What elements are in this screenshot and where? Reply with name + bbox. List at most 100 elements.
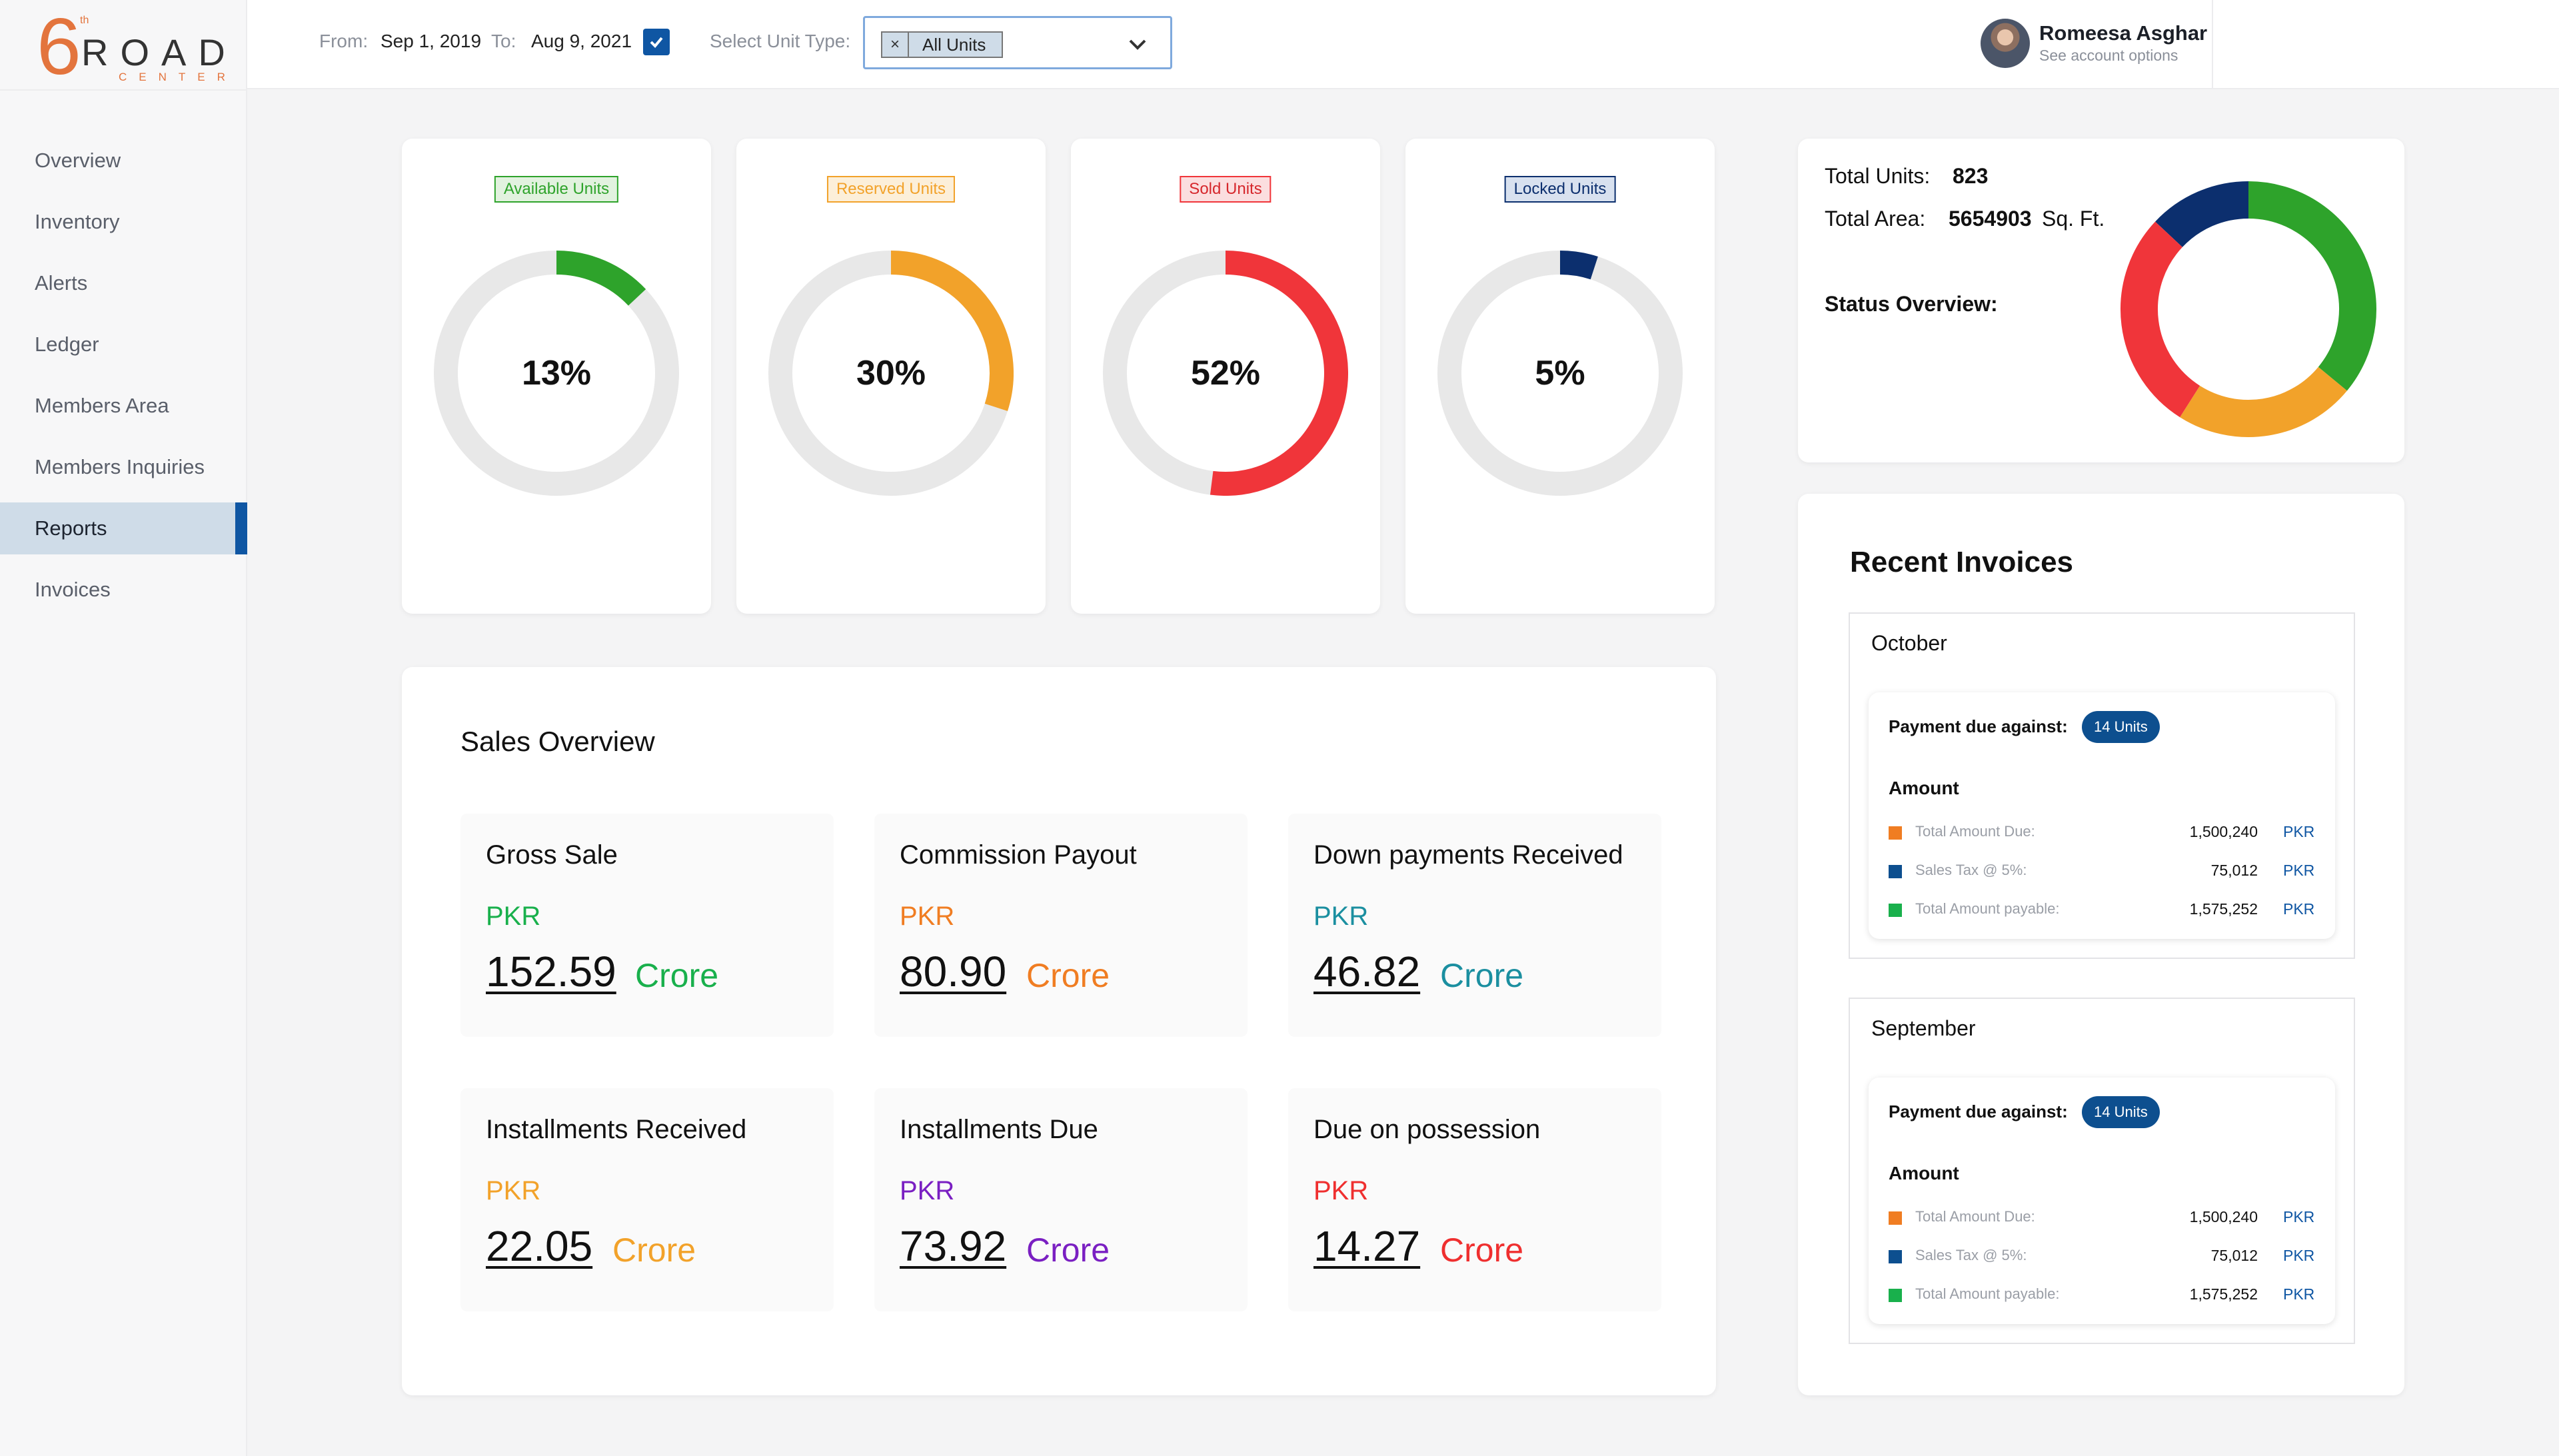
sidebar-item-invoices[interactable]: Invoices xyxy=(0,564,247,616)
row-label: Total Amount Due: xyxy=(1915,1208,2035,1225)
sidebar-item-inventory[interactable]: Inventory xyxy=(0,196,247,248)
amount-label: Amount xyxy=(1889,1163,1959,1183)
sale-unit: Crore xyxy=(1440,1231,1524,1269)
row-currency: PKR xyxy=(2283,1285,2315,1303)
recent-invoices-title: Recent Invoices xyxy=(1850,546,2074,578)
sale-title: Commission Payout xyxy=(900,840,1137,870)
unit-type-chip: × All Units xyxy=(881,31,1004,58)
top-bar: From: Sep 1, 2019 To: Aug 9, 2021 Select… xyxy=(247,0,2559,89)
row-label: Total Amount payable: xyxy=(1915,900,2060,917)
donut-segment xyxy=(556,251,646,306)
sidebar-item-label: Reports xyxy=(35,516,107,540)
sale-currency: PKR xyxy=(1313,1176,1369,1205)
row-value: 75,012 xyxy=(2210,862,2258,879)
sidebar-item-members-inquiries[interactable]: Members Inquiries xyxy=(0,441,247,493)
available-units-card: Available Units 13% xyxy=(402,139,711,614)
sale-amount: 46.82 xyxy=(1313,948,1421,996)
unit-type-label: Select Unit Type: xyxy=(710,31,851,51)
invoice-row-sales-tax: Sales Tax @ 5%: 75,012 PKR xyxy=(1889,1245,2315,1265)
status-overview-label: Status Overview: xyxy=(1825,292,1998,316)
sidebar-item-alerts[interactable]: Alerts xyxy=(0,257,247,309)
unit-tag: Sold Units xyxy=(1180,176,1272,203)
row-value: 75,012 xyxy=(2210,1247,2258,1264)
sale-currency: PKR xyxy=(1313,902,1369,931)
row-value: 1,500,240 xyxy=(2189,1208,2258,1225)
unit-type-value: All Units xyxy=(922,34,986,55)
divider xyxy=(0,89,247,91)
status-donut-chart xyxy=(2121,181,2376,437)
user-name[interactable]: Romeesa Asghar xyxy=(2039,21,2208,45)
unit-donut xyxy=(434,251,679,496)
sale-unit: Crore xyxy=(612,1231,696,1269)
logo-center: CENTER xyxy=(119,71,237,83)
reserved-units-card: Reserved Units 30% xyxy=(736,139,1046,614)
payment-due-label: Payment due against: xyxy=(1889,716,2068,736)
sale-tile-down-payments: Down payments Received PKR 46.82 Crore xyxy=(1288,814,1661,1037)
month-name: September xyxy=(1871,1016,1976,1040)
row-label: Sales Tax @ 5%: xyxy=(1915,1247,2027,1263)
status-segment-red xyxy=(2121,221,2200,418)
sale-title: Installments Due xyxy=(900,1115,1098,1144)
row-label: Total Amount Due: xyxy=(1915,823,2035,840)
invoice-row-total-due: Total Amount Due: 1,500,240 PKR xyxy=(1889,1207,2315,1227)
units-badge[interactable]: 14 Units xyxy=(2082,1096,2160,1128)
sale-unit: Crore xyxy=(1026,957,1110,994)
row-value: 1,575,252 xyxy=(2189,900,2258,918)
sidebar-item-label: Members Area xyxy=(35,394,169,417)
date-range-checkbox[interactable] xyxy=(643,29,670,55)
donut-segment xyxy=(1210,251,1348,496)
sale-unit: Crore xyxy=(1026,1231,1110,1269)
from-date[interactable]: Sep 1, 2019 xyxy=(381,31,482,51)
units-badge[interactable]: 14 Units xyxy=(2082,711,2160,743)
sales-overview-card: Sales Overview Gross Sale PKR 152.59 Cro… xyxy=(402,667,1716,1395)
sidebar-item-reports[interactable]: Reports xyxy=(0,502,247,554)
logo-six: 6 xyxy=(37,2,81,91)
to-date[interactable]: Aug 9, 2021 xyxy=(531,31,632,51)
amount-label: Amount xyxy=(1889,778,1959,798)
sidebar-item-label: Members Inquiries xyxy=(35,455,205,478)
sold-units-card: Sold Units 52% xyxy=(1071,139,1380,614)
donut-segment xyxy=(1559,251,1598,280)
sale-tile-commission-payout: Commission Payout PKR 80.90 Crore xyxy=(874,814,1248,1037)
sidebar-item-ledger[interactable]: Ledger xyxy=(0,319,247,370)
invoice-row-total-payable: Total Amount payable: 1,575,252 PKR xyxy=(1889,899,2315,919)
sale-tile-due-on-possession: Due on possession PKR 14.27 Crore xyxy=(1288,1088,1661,1311)
chevron-down-icon[interactable] xyxy=(1126,33,1149,55)
unit-tag: Reserved Units xyxy=(826,176,956,203)
unit-donut xyxy=(768,251,1014,496)
sales-overview-title: Sales Overview xyxy=(460,726,655,757)
logo-th: th xyxy=(80,15,89,26)
logo[interactable]: 6 th ROAD CENTER xyxy=(33,7,225,87)
sale-amount: 14.27 xyxy=(1313,1222,1421,1270)
unit-tag: Available Units xyxy=(494,176,619,203)
status-segment-orange xyxy=(2180,366,2347,437)
invoice-detail: Payment due against: 14 Units Amount Tot… xyxy=(1869,692,2335,939)
donut-segment xyxy=(890,251,1014,411)
row-currency: PKR xyxy=(2283,1208,2315,1225)
total-units-label: Total Units: xyxy=(1825,164,1931,188)
from-label: From: xyxy=(319,31,369,51)
row-value: 1,500,240 xyxy=(2189,823,2258,840)
sidebar-item-overview[interactable]: Overview xyxy=(0,135,247,187)
divider xyxy=(2212,0,2213,89)
sidebar-item-members-area[interactable]: Members Area xyxy=(0,380,247,432)
account-options-link[interactable]: See account options xyxy=(2039,47,2178,64)
sidebar-item-label: Inventory xyxy=(35,210,120,233)
legend-square xyxy=(1889,1250,1902,1263)
sale-title: Installments Received xyxy=(486,1115,747,1144)
sidebar-item-label: Invoices xyxy=(35,578,111,601)
sale-title: Gross Sale xyxy=(486,840,618,870)
row-currency: PKR xyxy=(2283,1247,2315,1264)
avatar[interactable] xyxy=(1981,19,2030,68)
legend-square xyxy=(1889,1211,1902,1225)
invoice-row-total-payable: Total Amount payable: 1,575,252 PKR xyxy=(1889,1284,2315,1304)
invoice-month-september[interactable]: September Payment due against: 14 Units … xyxy=(1849,998,2355,1344)
sale-currency: PKR xyxy=(486,902,541,931)
invoice-month-october[interactable]: October Payment due against: 14 Units Am… xyxy=(1849,612,2355,959)
donut-track xyxy=(1437,251,1683,496)
unit-type-select[interactable]: × All Units xyxy=(863,16,1172,69)
total-area-unit: Sq. Ft. xyxy=(2042,207,2105,231)
unit-donut xyxy=(1437,251,1683,496)
chip-remove-icon[interactable]: × xyxy=(882,33,909,57)
recent-invoices-card: Recent Invoices October Payment due agai… xyxy=(1798,494,2404,1395)
